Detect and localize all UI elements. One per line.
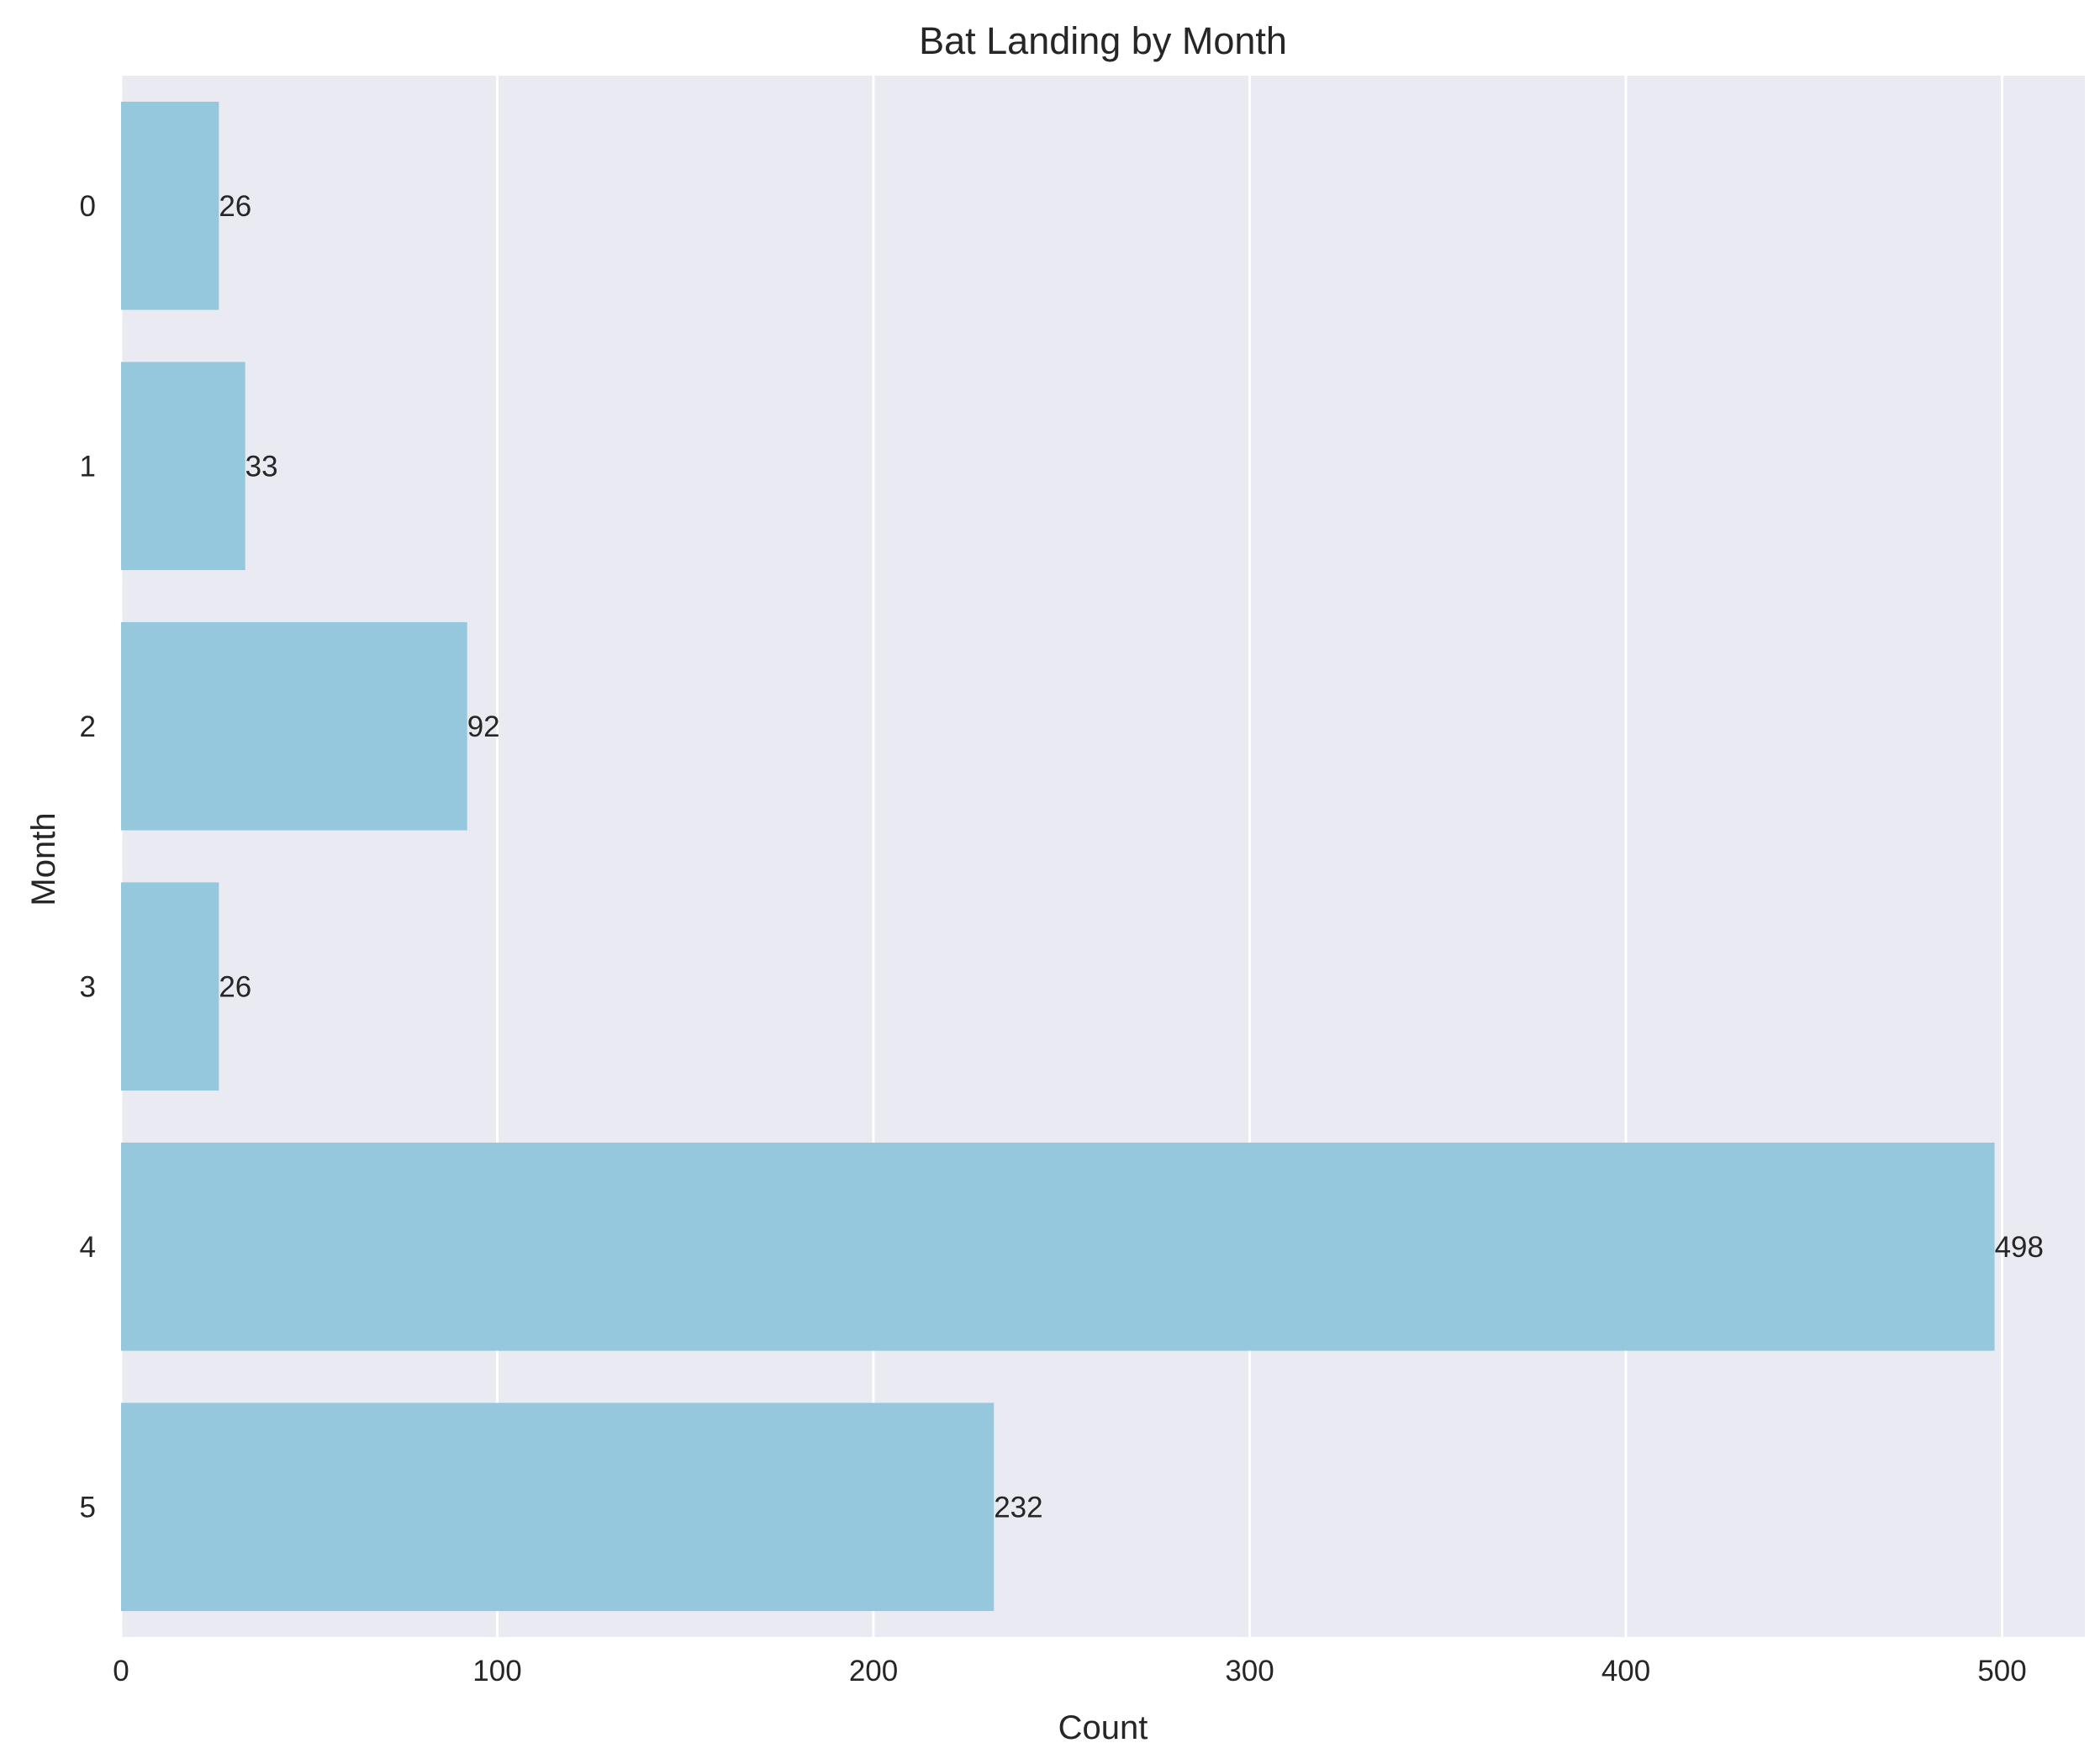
y-axis-label: Month bbox=[25, 812, 62, 906]
x-tick-label-500: 500 bbox=[1977, 1655, 2026, 1687]
data-labels: 26 33 92 26 498 232 bbox=[219, 190, 2044, 1524]
bar-month-1 bbox=[121, 362, 245, 571]
data-label-month-1: 33 bbox=[245, 450, 278, 483]
grid-lines bbox=[119, 76, 2004, 1637]
x-tick-label-400: 400 bbox=[1601, 1655, 1650, 1687]
data-label-month-2: 92 bbox=[467, 710, 500, 743]
y-tick-label-1: 1 bbox=[80, 450, 96, 483]
chart-title: Bat Landing by Month bbox=[919, 19, 1287, 62]
data-label-month-5: 232 bbox=[994, 1491, 1042, 1524]
y-axis-ticks: 0 1 2 3 4 5 bbox=[80, 190, 96, 1524]
data-label-month-3: 26 bbox=[219, 970, 251, 1003]
y-tick-label-3: 3 bbox=[80, 970, 96, 1003]
x-tick-label-200: 200 bbox=[849, 1655, 898, 1687]
data-label-month-4: 498 bbox=[1995, 1231, 2044, 1264]
y-tick-label-5: 5 bbox=[80, 1491, 96, 1524]
x-tick-label-100: 100 bbox=[472, 1655, 521, 1687]
bars bbox=[121, 101, 1995, 1612]
bar-month-5 bbox=[121, 1402, 995, 1612]
plot-area bbox=[121, 76, 2085, 1637]
y-tick-label-0: 0 bbox=[80, 190, 96, 223]
x-tick-label-300: 300 bbox=[1225, 1655, 1274, 1687]
data-label-month-0: 26 bbox=[219, 190, 251, 223]
x-axis-label: Count bbox=[1058, 1709, 1148, 1746]
bar-month-4 bbox=[121, 1142, 1995, 1351]
y-tick-label-4: 4 bbox=[80, 1231, 96, 1264]
bar-month-2 bbox=[121, 621, 467, 831]
bar-month-0 bbox=[121, 101, 219, 310]
x-tick-label-0: 0 bbox=[113, 1655, 129, 1687]
y-tick-label-2: 2 bbox=[80, 710, 96, 743]
bar-month-3 bbox=[121, 882, 219, 1091]
x-axis-ticks: 0 100 200 300 400 500 bbox=[113, 1655, 2026, 1687]
